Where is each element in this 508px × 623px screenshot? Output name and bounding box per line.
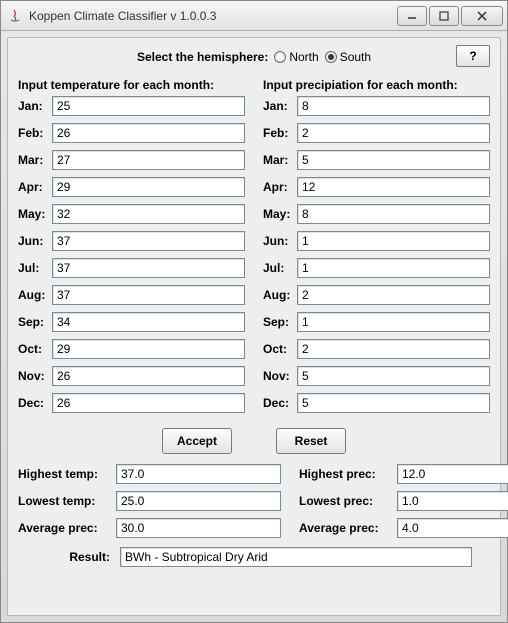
app-window: Koppen Climate Classifier v 1.0.0.3 Sele… [0,0,508,623]
prec-jul-field[interactable] [297,258,490,278]
temp-sep-label: Sep: [18,315,52,329]
radio-north-label: North [289,50,318,64]
average-temp-field[interactable] [116,518,281,538]
prec-header: Input precipiation for each month: [263,78,490,92]
prec-jun-field[interactable] [297,231,490,251]
help-button[interactable]: ? [456,45,490,67]
average-prec-field[interactable] [397,518,508,538]
java-icon [7,8,23,24]
prec-dec-field[interactable] [297,393,490,413]
prec-feb-field[interactable] [297,123,490,143]
radio-north-dot [274,51,286,63]
lowest-prec-field[interactable] [397,491,508,511]
action-buttons: Accept Reset [18,428,490,454]
temp-jun-field[interactable] [52,231,245,251]
temp-may-label: May: [18,207,52,221]
prec-oct-field[interactable] [297,339,490,359]
temp-jan-field[interactable] [52,96,245,116]
prec-jul-label: Jul: [263,261,297,275]
result-row: Result: [18,547,490,567]
radio-north[interactable]: North [274,50,318,64]
prec-dec-label: Dec: [263,396,297,410]
temp-column: Input temperature for each month: Jan: Fe… [18,74,245,420]
prec-may-field[interactable] [297,204,490,224]
prec-nov-label: Nov: [263,369,297,383]
window-controls [397,6,503,26]
prec-sep-label: Sep: [263,315,297,329]
reset-button[interactable]: Reset [276,428,346,454]
temp-dec-label: Dec: [18,396,52,410]
radio-south-dot [325,51,337,63]
prec-aug-label: Aug: [263,288,297,302]
window-title: Koppen Climate Classifier v 1.0.0.3 [29,9,397,23]
temp-sep-field[interactable] [52,312,245,332]
lowest-temp-label: Lowest temp: [18,494,116,508]
prec-oct-label: Oct: [263,342,297,356]
prec-may-label: May: [263,207,297,221]
main-panel: Select the hemisphere: North South ? Inp… [7,37,501,616]
prec-column: Input precipiation for each month: Jan: F… [263,74,490,420]
prec-mar-label: Mar: [263,153,297,167]
radio-south[interactable]: South [325,50,371,64]
hemisphere-row: Select the hemisphere: North South ? [18,44,490,70]
prec-feb-label: Feb: [263,126,297,140]
input-columns: Input temperature for each month: Jan: Fe… [18,74,490,420]
temp-may-field[interactable] [52,204,245,224]
prec-aug-field[interactable] [297,285,490,305]
stats-columns: Highest temp: Lowest temp: Average prec:… [18,464,490,545]
temp-feb-field[interactable] [52,123,245,143]
temp-dec-field[interactable] [52,393,245,413]
prec-mar-field[interactable] [297,150,490,170]
temp-nov-label: Nov: [18,369,52,383]
temp-oct-label: Oct: [18,342,52,356]
prec-apr-label: Apr: [263,180,297,194]
temp-jan-label: Jan: [18,99,52,113]
temp-mar-field[interactable] [52,150,245,170]
prec-jan-field[interactable] [297,96,490,116]
titlebar: Koppen Climate Classifier v 1.0.0.3 [1,1,507,31]
temp-feb-label: Feb: [18,126,52,140]
lowest-temp-field[interactable] [116,491,281,511]
prec-jan-label: Jan: [263,99,297,113]
temp-jul-label: Jul: [18,261,52,275]
temp-nov-field[interactable] [52,366,245,386]
prec-jun-label: Jun: [263,234,297,248]
temp-jul-field[interactable] [52,258,245,278]
prec-stats: Highest prec: Lowest prec: Average prec: [299,464,508,545]
hemisphere-label: Select the hemisphere: [137,50,268,64]
result-label: Result: [36,550,120,564]
close-button[interactable] [461,6,503,26]
highest-prec-field[interactable] [397,464,508,484]
temp-stats: Highest temp: Lowest temp: Average prec: [18,464,281,545]
temp-aug-field[interactable] [52,285,245,305]
average-temp-label: Average prec: [18,521,116,535]
temp-mar-label: Mar: [18,153,52,167]
temp-apr-label: Apr: [18,180,52,194]
prec-nov-field[interactable] [297,366,490,386]
average-prec-label: Average prec: [299,521,397,535]
maximize-button[interactable] [429,6,459,26]
lowest-prec-label: Lowest prec: [299,494,397,508]
temp-header: Input temperature for each month: [18,78,245,92]
result-field[interactable] [120,547,472,567]
minimize-button[interactable] [397,6,427,26]
highest-temp-field[interactable] [116,464,281,484]
highest-temp-label: Highest temp: [18,467,116,481]
content-area: Select the hemisphere: North South ? Inp… [1,31,507,622]
accept-button[interactable]: Accept [162,428,232,454]
radio-south-label: South [340,50,371,64]
prec-apr-field[interactable] [297,177,490,197]
temp-aug-label: Aug: [18,288,52,302]
temp-oct-field[interactable] [52,339,245,359]
temp-jun-label: Jun: [18,234,52,248]
temp-apr-field[interactable] [52,177,245,197]
prec-sep-field[interactable] [297,312,490,332]
highest-prec-label: Highest prec: [299,467,397,481]
